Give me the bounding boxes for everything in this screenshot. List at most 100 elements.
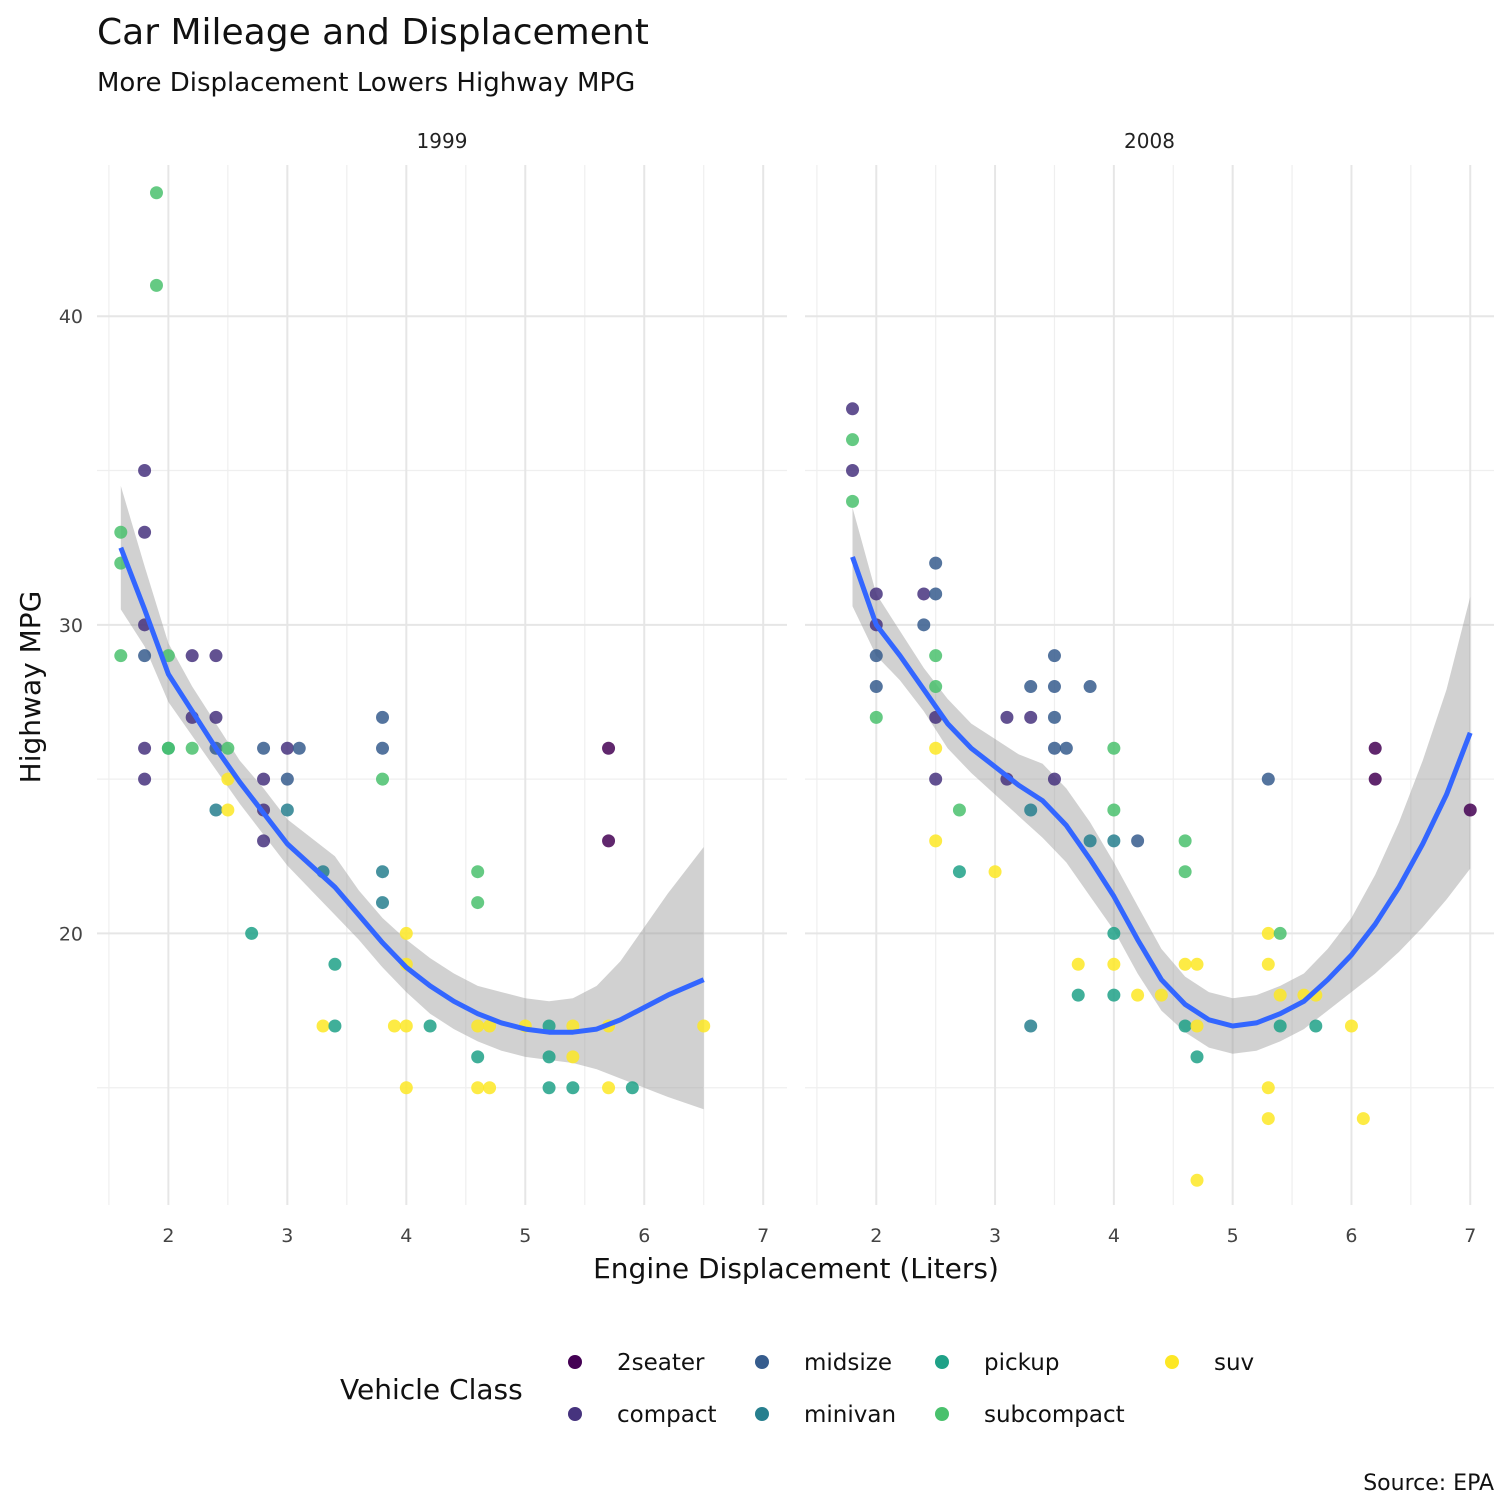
legend-item-minivan: minivan xyxy=(755,1402,896,1428)
data-point-pickup xyxy=(471,1050,485,1064)
smooth-trend-line xyxy=(850,556,1473,1029)
data-point-2seater xyxy=(1463,803,1477,817)
data-point-subcompact xyxy=(929,680,943,694)
data-point-midsize xyxy=(376,741,390,755)
data-point-pickup xyxy=(542,1050,556,1064)
data-point-compact xyxy=(846,402,860,416)
facet-label: 2008 xyxy=(1124,129,1175,153)
legend-label: pickup xyxy=(984,1350,1059,1376)
data-point-suv xyxy=(483,1081,497,1095)
legend-label: compact xyxy=(617,1402,716,1428)
data-point-suv xyxy=(1261,1112,1275,1126)
data-point-compact xyxy=(209,649,223,663)
data-point-compact xyxy=(1000,710,1014,724)
data-point-suv xyxy=(1356,1112,1370,1126)
x-tick-label: 6 xyxy=(1345,1225,1357,1247)
data-point-suv xyxy=(1273,988,1287,1002)
data-point-subcompact xyxy=(1178,865,1192,879)
data-point-suv xyxy=(471,1019,485,1033)
data-point-midsize xyxy=(138,649,152,663)
data-point-midsize xyxy=(257,741,271,755)
data-point-suv xyxy=(1178,957,1192,971)
data-point-subcompact xyxy=(1107,803,1121,817)
data-point-2seater xyxy=(602,741,616,755)
data-point-suv xyxy=(387,1019,401,1033)
data-point-suv xyxy=(697,1019,711,1033)
chart-subtitle: More Displacement Lowers Highway MPG xyxy=(97,68,635,98)
data-point-2seater xyxy=(602,834,616,848)
data-point-subcompact xyxy=(471,865,485,879)
legend-key xyxy=(935,1407,949,1421)
data-point-minivan xyxy=(1024,1019,1038,1033)
y-tick-label: 20 xyxy=(59,923,83,945)
data-point-suv xyxy=(221,803,235,817)
data-point-minivan xyxy=(1107,834,1121,848)
data-point-suv xyxy=(1071,957,1085,971)
data-point-compact xyxy=(869,587,883,601)
facet-panel-1999: 1999 2 3 4 5 6 7 20 30 40 xyxy=(59,129,787,1247)
data-point-compact xyxy=(209,710,223,724)
data-point-midsize xyxy=(280,772,294,786)
x-tick-label: 7 xyxy=(1464,1225,1476,1247)
legend-item-subcompact: subcompact xyxy=(935,1402,1125,1428)
data-point-compact xyxy=(138,772,152,786)
x-tick-label: 4 xyxy=(400,1225,412,1247)
legend-label: subcompact xyxy=(984,1402,1125,1428)
data-point-subcompact xyxy=(161,741,175,755)
data-point-subcompact xyxy=(149,278,163,292)
data-point-compact xyxy=(846,464,860,478)
data-point-suv xyxy=(483,1019,497,1033)
x-tick-label: 2 xyxy=(870,1225,882,1247)
data-point-suv xyxy=(1107,957,1121,971)
data-point-midsize xyxy=(1024,680,1038,694)
data-point-subcompact xyxy=(114,525,128,539)
x-axis-title: Engine Displacement (Liters) xyxy=(593,1252,999,1285)
data-point-midsize xyxy=(1047,680,1061,694)
data-point-suv xyxy=(221,772,235,786)
legend-key xyxy=(935,1355,949,1369)
data-point-suv xyxy=(1154,988,1168,1002)
data-point-subcompact xyxy=(1273,926,1287,940)
legend-item-midsize: midsize xyxy=(755,1350,892,1376)
data-point-compact xyxy=(929,772,943,786)
y-tick-label: 30 xyxy=(59,615,83,637)
data-point-suv xyxy=(566,1050,580,1064)
y-axis-title: Highway MPG xyxy=(14,591,47,784)
smooth-trend-line xyxy=(118,546,705,1035)
data-point-suv xyxy=(399,1019,413,1033)
data-point-compact xyxy=(1024,710,1038,724)
data-point-suv xyxy=(1261,1081,1275,1095)
data-point-suv xyxy=(1190,957,1204,971)
data-point-pickup xyxy=(1071,988,1085,1002)
x-tick-label: 6 xyxy=(638,1225,650,1247)
legend-item-suv: suv xyxy=(1165,1350,1254,1376)
data-point-pickup xyxy=(625,1081,639,1095)
data-point-subcompact xyxy=(846,433,860,447)
confidence-band xyxy=(120,485,704,1110)
data-point-pickup xyxy=(423,1019,437,1033)
data-point-suv xyxy=(566,1019,580,1033)
x-tick-label: 3 xyxy=(989,1225,1001,1247)
chart-caption: Source: EPA xyxy=(1363,1471,1494,1496)
data-point-suv xyxy=(1261,957,1275,971)
legend-key xyxy=(568,1355,582,1369)
data-point-midsize xyxy=(1083,680,1097,694)
data-point-midsize xyxy=(869,680,883,694)
x-tick-label: 5 xyxy=(519,1225,531,1247)
data-point-pickup xyxy=(328,1019,342,1033)
data-point-pickup xyxy=(566,1081,580,1095)
data-point-pickup xyxy=(1190,1050,1204,1064)
data-point-subcompact xyxy=(471,896,485,910)
x-tick-label: 7 xyxy=(757,1225,769,1247)
data-point-midsize xyxy=(1047,710,1061,724)
data-point-minivan xyxy=(209,803,223,817)
data-point-midsize xyxy=(1261,772,1275,786)
data-point-pickup xyxy=(1309,1019,1323,1033)
x-tick-label: 3 xyxy=(281,1225,293,1247)
data-point-compact xyxy=(185,649,199,663)
legend: Vehicle Class 2seater compact midsize miniv… xyxy=(340,1350,1254,1428)
data-point-subcompact xyxy=(114,649,128,663)
data-point-midsize xyxy=(1059,741,1073,755)
data-point-compact xyxy=(257,772,271,786)
data-point-compact xyxy=(257,834,271,848)
